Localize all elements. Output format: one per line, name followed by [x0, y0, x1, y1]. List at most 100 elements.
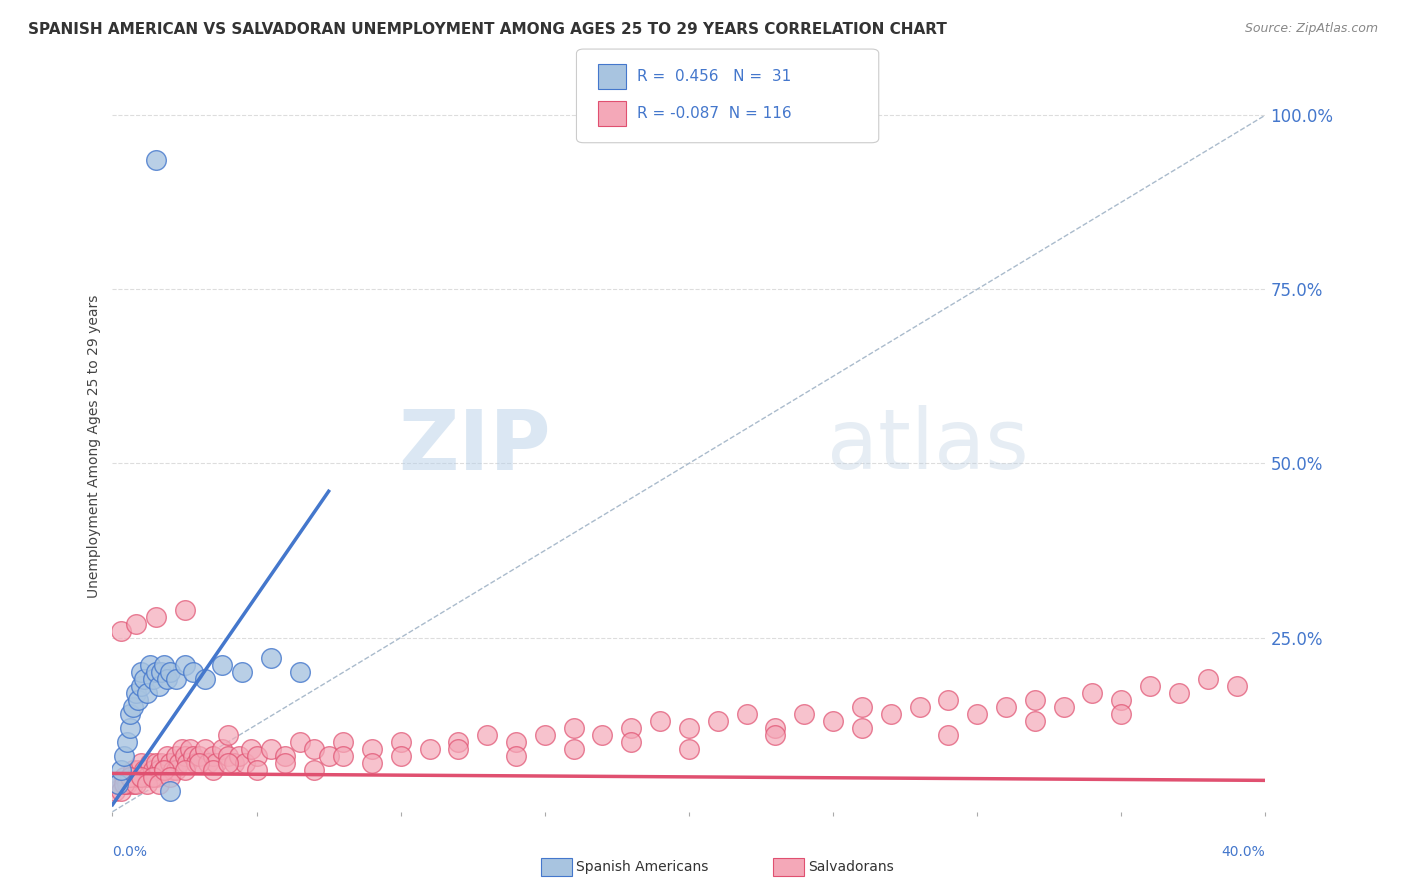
Point	[145, 770, 167, 784]
Point	[447, 742, 470, 756]
Point	[1024, 714, 1046, 728]
Point	[389, 735, 412, 749]
Point	[162, 763, 184, 777]
Point	[1139, 679, 1161, 693]
Point	[419, 742, 441, 756]
Text: ZIP: ZIP	[398, 406, 551, 486]
Point	[153, 658, 176, 673]
Point	[318, 749, 340, 764]
Text: R =  0.456   N =  31: R = 0.456 N = 31	[637, 70, 792, 84]
Point	[173, 603, 195, 617]
Point	[205, 756, 228, 770]
Point	[880, 707, 903, 722]
Point	[124, 686, 146, 700]
Point	[139, 756, 162, 770]
Point	[181, 665, 204, 680]
Point	[121, 777, 143, 791]
Point	[112, 777, 135, 791]
Point	[534, 728, 557, 742]
Point	[447, 735, 470, 749]
Point	[936, 728, 959, 742]
Point	[156, 673, 179, 687]
Point	[150, 665, 173, 680]
Point	[793, 707, 815, 722]
Point	[110, 763, 132, 777]
Point	[765, 721, 787, 735]
Point	[389, 749, 412, 764]
Point	[562, 721, 585, 735]
Point	[231, 665, 253, 680]
Point	[127, 763, 149, 777]
Point	[159, 770, 181, 784]
Point	[233, 756, 256, 770]
Point	[592, 728, 614, 742]
Point	[153, 763, 176, 777]
Point	[134, 763, 156, 777]
Text: atlas: atlas	[827, 406, 1029, 486]
Point	[246, 763, 269, 777]
Point	[1111, 707, 1133, 722]
Point	[211, 658, 233, 673]
Point	[129, 756, 153, 770]
Point	[505, 749, 527, 764]
Point	[735, 707, 758, 722]
Point	[360, 742, 382, 756]
Point	[332, 749, 354, 764]
Point	[181, 749, 204, 764]
Point	[184, 756, 207, 770]
Point	[124, 770, 146, 784]
Point	[173, 763, 195, 777]
Point	[129, 770, 153, 784]
Point	[173, 749, 195, 764]
Point	[107, 777, 129, 791]
Point	[188, 756, 211, 770]
Point	[194, 742, 217, 756]
Point	[620, 735, 643, 749]
Point	[129, 665, 153, 680]
Point	[142, 770, 165, 784]
Text: Source: ZipAtlas.com: Source: ZipAtlas.com	[1244, 22, 1378, 36]
Point	[115, 735, 138, 749]
Point	[142, 673, 165, 687]
Point	[150, 756, 173, 770]
Point	[995, 700, 1018, 714]
Point	[118, 707, 141, 722]
Point	[332, 735, 354, 749]
Point	[153, 763, 176, 777]
Point	[1053, 700, 1076, 714]
Point	[121, 763, 143, 777]
Point	[197, 756, 219, 770]
Point	[142, 763, 165, 777]
Point	[194, 673, 217, 687]
Point	[620, 721, 643, 735]
Point	[288, 665, 311, 680]
Point	[110, 624, 132, 638]
Point	[821, 714, 844, 728]
Point	[217, 756, 239, 770]
Point	[475, 728, 499, 742]
Point	[274, 749, 297, 764]
Point	[246, 749, 269, 764]
Point	[505, 735, 527, 749]
Point	[159, 784, 181, 798]
Point	[110, 784, 132, 798]
Point	[851, 721, 873, 735]
Point	[228, 749, 250, 764]
Point	[288, 735, 311, 749]
Point	[650, 714, 672, 728]
Point	[124, 616, 146, 631]
Point	[173, 658, 195, 673]
Point	[129, 770, 153, 784]
Point	[179, 742, 201, 756]
Point	[159, 665, 181, 680]
Text: SPANISH AMERICAN VS SALVADORAN UNEMPLOYMENT AMONG AGES 25 TO 29 YEARS CORRELATIO: SPANISH AMERICAN VS SALVADORAN UNEMPLOYM…	[28, 22, 948, 37]
Point	[176, 756, 198, 770]
Point	[260, 651, 283, 665]
Text: Spanish Americans: Spanish Americans	[576, 860, 709, 874]
Point	[936, 693, 959, 707]
Point	[170, 742, 193, 756]
Point	[707, 714, 730, 728]
Point	[145, 153, 167, 168]
Point	[304, 763, 326, 777]
Point	[145, 665, 167, 680]
